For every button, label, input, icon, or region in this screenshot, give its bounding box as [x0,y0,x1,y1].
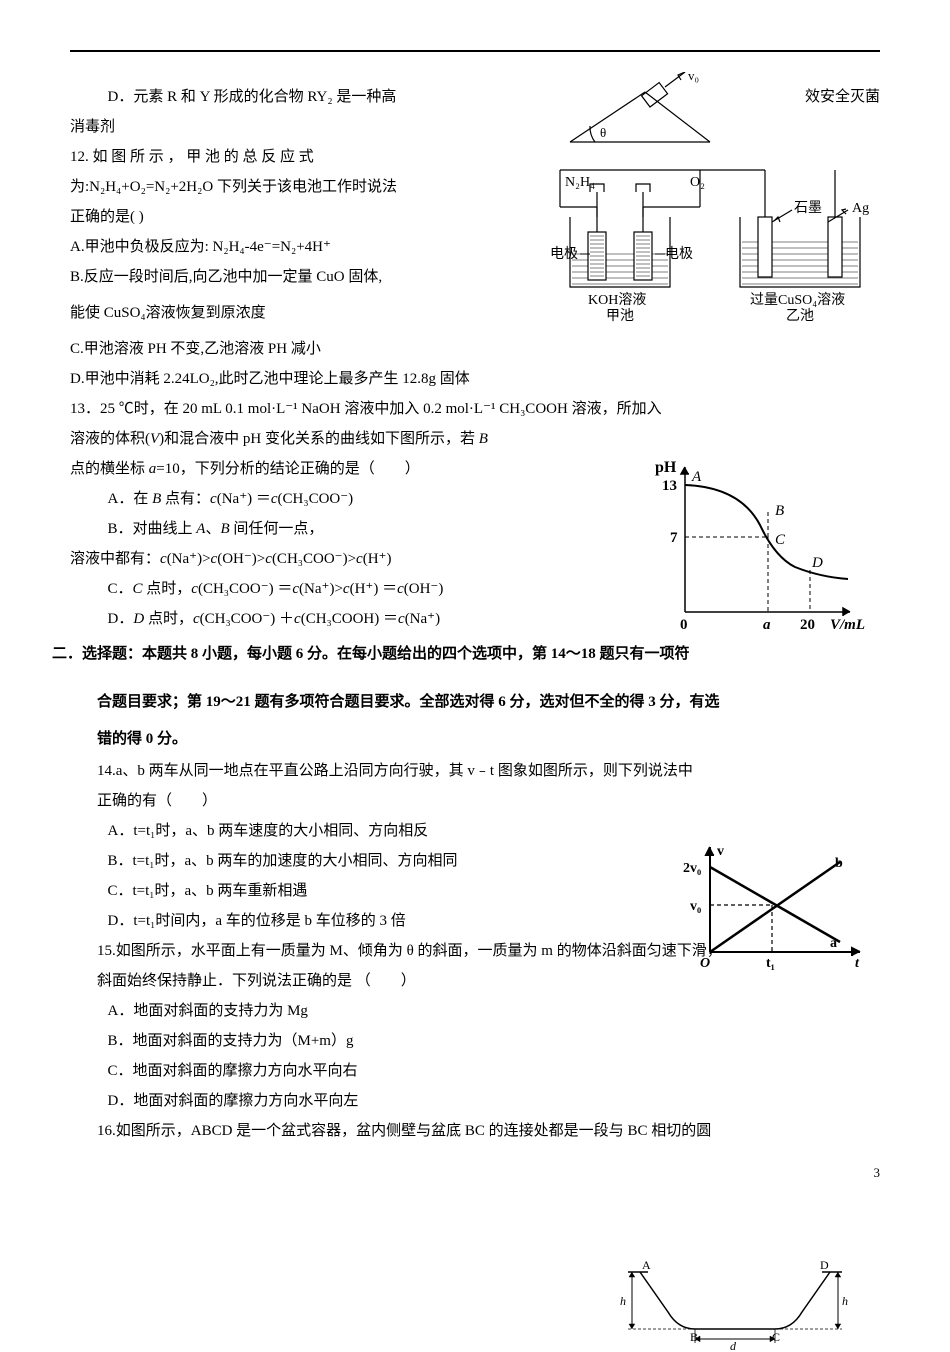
q12-c: C.甲池溶液 PH 不变,乙池溶液 PH 减小 [70,334,880,364]
v0-label: v₀ [688,72,699,83]
ph-ylabel: pH [655,459,677,476]
vt-a: a [830,936,837,951]
q15-c: C．地面对斜面的摩擦力方向水平向右 [70,1056,880,1086]
n2h4-label: N₂H₄ [565,175,595,190]
cell-figure: v₀ θ [550,72,890,322]
q15-d: D．地面对斜面的摩擦力方向水平向左 [70,1086,880,1116]
o2-label: O₂ [690,175,705,190]
basin-C: C [772,1330,780,1344]
q13-stem-2: 溶液的体积(V)和混合液中 pH 变化关系的曲线如下图所示，若 B [70,424,880,454]
vt-svg: v 2v₀ v₀ O t₁ t a b [680,842,870,972]
ph-0: 0 [680,617,688,633]
q13-stem-1: 13．25 ℃时，在 20 mL 0.1 mol·L⁻¹ NaOH 溶液中加入 … [70,394,880,424]
vt-o: O [700,956,710,971]
ph-13: 13 [662,478,677,494]
q15-a: A．地面对斜面的支持力为 Mg [70,996,880,1026]
ph-B: B [775,503,784,519]
basin-D: D [820,1258,829,1272]
q11-d-text: D．元素 R 和 Y 形成的化合物 RY₂ 是一种高 [108,89,397,105]
q14-stem-1: 14.a、b 两车从同一地点在平直公路上沿同方向行驶，其 v﹣t 图象如图所示，… [70,756,880,786]
vt-2v0: 2v₀ [683,861,701,876]
q15-b: B．地面对斜面的支持力为（M+m）g [70,1026,880,1056]
ph-figure: pH 13 7 0 a 20 V/mL A B C D [650,457,880,637]
q16-stem: 16.如图所示，ABCD 是一个盆式容器，盆内侧壁与盆底 BC 的连接处都是一段… [70,1116,880,1146]
basin-d: d [730,1339,737,1352]
electrode-label-l: 电极 [550,246,578,262]
ph-7: 7 [670,530,678,546]
q14-stem-2: 正确的有（ ） [70,786,880,816]
ph-svg: pH 13 7 0 a 20 V/mL A B C D [650,457,880,637]
section2-head-1: 二．选择题：本题共 8 小题，每小题 6 分。在每小题给出的四个选项中，第 14… [52,638,880,671]
yi-label: 乙池 [786,308,814,322]
page-content: v₀ θ [70,82,880,1146]
vt-xlabel: t [855,956,860,971]
ph-A: A [691,469,702,485]
koh-label: KOH溶液 [588,292,646,308]
vt-ylabel: v [717,844,724,859]
ph-20: 20 [800,617,815,633]
vt-v0: v₀ [690,899,701,914]
ph-a: a [763,617,771,633]
ph-xlabel: V/mL [830,617,865,633]
basin-h-l: h [620,1294,626,1308]
top-rule [70,50,880,52]
vt-t1: t₁ [766,956,775,971]
basin-B: B [690,1330,698,1344]
graphite-label: 石墨 [794,201,822,216]
q12-d: D.甲池中消耗 2.24LO₂,此时乙池中理论上最多产生 12.8g 固体 [70,364,880,394]
vt-figure: v 2v₀ v₀ O t₁ t a b [680,842,870,972]
ph-D: D [811,555,823,571]
basin-h-r: h [842,1294,848,1308]
theta-label: θ [600,125,606,140]
jia-label: 甲池 [606,308,634,322]
cuso4-label: 过量CuSO₄溶液 [750,292,845,308]
section2-head-2: 合题目要求；第 19～21 题有多项符合题目要求。全部选对得 6 分，选对但不全… [70,686,880,719]
basin-A: A [642,1258,651,1272]
ph-C: C [775,532,786,548]
electrode-label-r: 电极 [665,246,693,262]
cell-svg: v₀ θ [550,72,890,322]
ag-label: Ag [852,201,869,216]
vt-b: b [835,856,843,871]
page-number: 3 [874,1160,881,1186]
section2-head-3: 错的得 0 分。 [70,723,880,756]
basin-figure: A B C D h h d [620,1257,850,1352]
basin-svg: A B C D h h d [620,1257,850,1352]
